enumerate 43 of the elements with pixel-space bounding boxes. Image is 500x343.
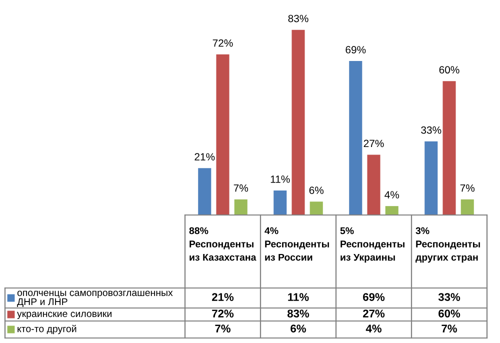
data-label: 69% bbox=[363, 293, 385, 301]
text: 72% bbox=[212, 39, 233, 47]
x-tick-label: 5% Респонденты из Украины bbox=[340, 227, 404, 263]
bar bbox=[349, 61, 362, 215]
text: 4% bbox=[384, 191, 400, 198]
bar bbox=[292, 30, 305, 215]
bar bbox=[274, 190, 287, 215]
text: 21% bbox=[194, 153, 215, 160]
data-label: 83% bbox=[287, 310, 310, 318]
bar bbox=[385, 206, 398, 215]
data-label: 33% bbox=[438, 293, 460, 301]
data-label: 4% bbox=[366, 324, 382, 332]
text: 69% bbox=[346, 46, 366, 54]
legend-label: кто-то другой bbox=[18, 324, 76, 334]
data-label: 6% bbox=[290, 324, 306, 332]
text: 83% bbox=[288, 14, 308, 22]
bar bbox=[234, 199, 248, 215]
text: 7% bbox=[234, 184, 248, 192]
bar bbox=[442, 81, 456, 215]
data-label: 60% bbox=[438, 310, 460, 318]
bar bbox=[367, 154, 380, 215]
text: 33% bbox=[421, 126, 442, 134]
data-label: 11% bbox=[288, 293, 309, 301]
data-label: 72% bbox=[212, 310, 234, 318]
data-label: 7% bbox=[215, 324, 230, 332]
bar bbox=[216, 54, 230, 215]
legend-label: ополченцы самопровозглашенных ДНР и ЛНР bbox=[17, 290, 173, 307]
text: 60% bbox=[439, 66, 460, 74]
x-tick-label: 88% Респонденты из Казахстана bbox=[189, 227, 256, 261]
bar bbox=[460, 199, 474, 215]
data-label: 7% bbox=[442, 324, 457, 332]
x-tick-label: 3% Респонденты других стран bbox=[416, 227, 480, 263]
legend-label: украинские силовики bbox=[17, 312, 112, 320]
data-label: 27% bbox=[363, 310, 385, 318]
bar bbox=[310, 202, 323, 215]
bar bbox=[424, 141, 438, 215]
text: 7% bbox=[460, 184, 475, 192]
data-label: 21% bbox=[212, 293, 234, 301]
text: 11% bbox=[270, 176, 290, 183]
text: 27% bbox=[364, 140, 384, 148]
text: 6% bbox=[309, 186, 324, 194]
bar bbox=[198, 168, 212, 215]
x-tick-label: 4% Респонденты из России bbox=[264, 227, 329, 261]
